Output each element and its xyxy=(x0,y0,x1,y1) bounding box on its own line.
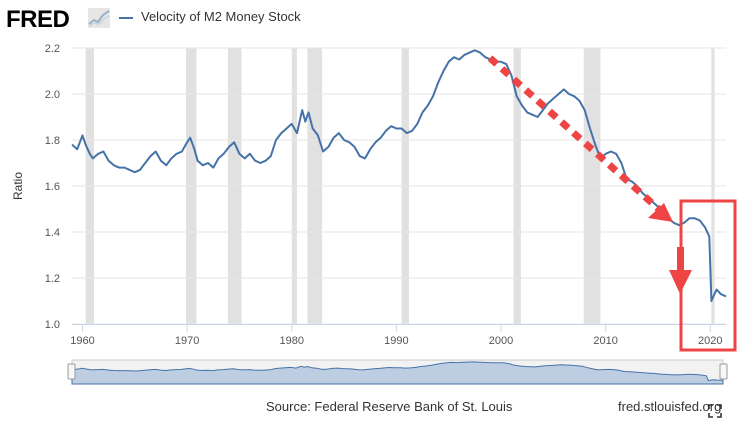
series xyxy=(71,49,727,302)
y-tick-label: 1.6 xyxy=(45,181,60,193)
trend-arrow-head xyxy=(648,203,673,222)
source-url-link[interactable]: fred.stlouisfed.org xyxy=(618,399,722,414)
x-tick-label: 1960 xyxy=(70,335,94,347)
navigator-handle-right[interactable] xyxy=(719,363,728,380)
x-tick-label: 2000 xyxy=(489,335,513,347)
y-tick-label: 1.8 xyxy=(45,135,60,147)
y-tick-label: 1.0 xyxy=(45,319,60,331)
x-axis: 1960 1970 1980 1990 2000 2010 2020 xyxy=(70,324,726,347)
series-line xyxy=(71,49,727,302)
fred-graph-icon xyxy=(88,8,110,28)
trend-dotted-arrow-line xyxy=(487,55,665,215)
y-axis-label: Ratio xyxy=(11,172,25,200)
x-tick-label: 2020 xyxy=(698,335,722,347)
fullscreen-icon[interactable] xyxy=(708,404,722,418)
y-tick-label: 2.0 xyxy=(45,89,60,101)
annotations xyxy=(487,55,737,352)
navigator-area xyxy=(71,361,724,385)
navigator-handle-left[interactable] xyxy=(67,363,76,380)
y-tick-label: 2.2 xyxy=(45,43,60,55)
x-tick-label: 1990 xyxy=(384,335,408,347)
chart-header: FRED Velocity of M2 Money Stock xyxy=(0,0,742,36)
x-tick-label: 1970 xyxy=(175,335,199,347)
y-tick-label: 1.2 xyxy=(45,273,60,285)
x-tick-label: 2010 xyxy=(593,335,617,347)
gridlines xyxy=(72,47,726,325)
drop-arrow-head xyxy=(669,270,692,294)
drop-arrow-shaft xyxy=(677,247,684,272)
legend-swatch xyxy=(119,17,133,19)
source-text: Source: Federal Reserve Bank of St. Loui… xyxy=(266,399,513,414)
x-tick-label: 1980 xyxy=(280,335,304,347)
y-tick-label: 1.4 xyxy=(45,227,60,239)
legend-label[interactable]: Velocity of M2 Money Stock xyxy=(141,9,301,24)
range-navigator[interactable] xyxy=(67,359,728,385)
fred-logo[interactable]: FRED xyxy=(6,6,70,33)
y-axis: 1.0 1.2 1.4 1.6 1.8 2.0 2.2 xyxy=(45,43,60,331)
